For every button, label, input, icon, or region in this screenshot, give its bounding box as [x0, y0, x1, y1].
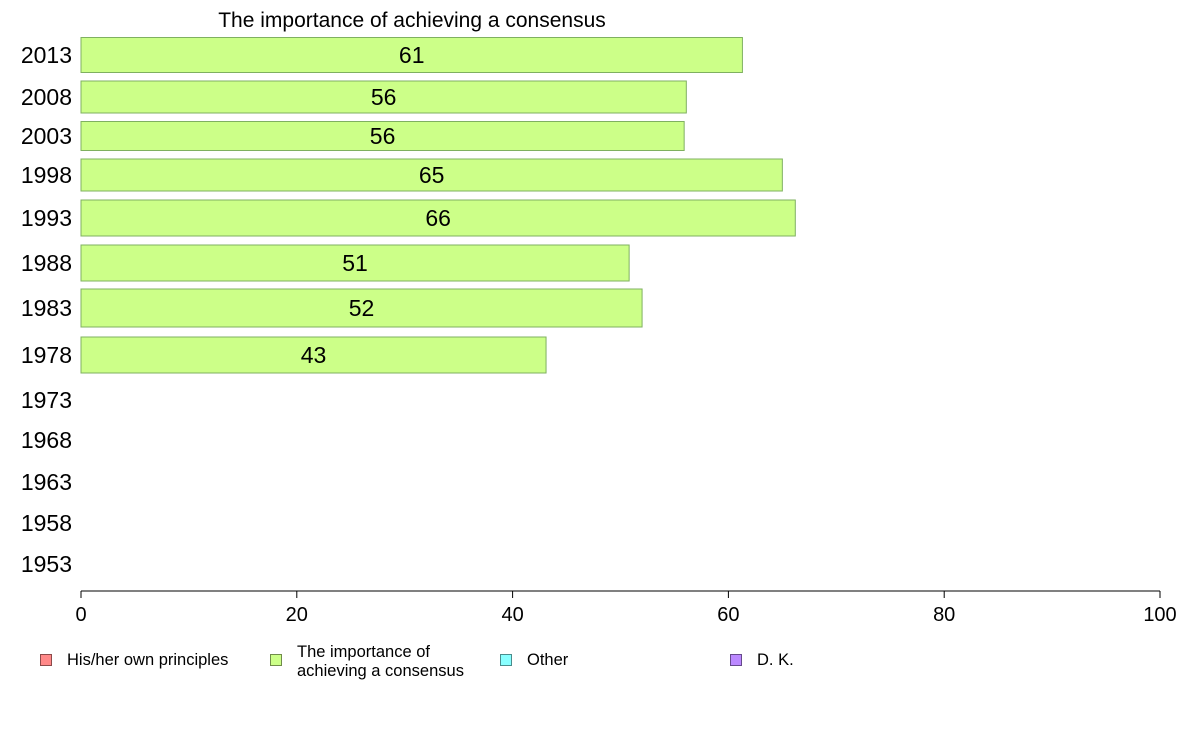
y-tick-label-1973: 1973 — [21, 387, 72, 413]
y-tick-label-1953: 1953 — [21, 551, 72, 577]
bar-value-label-2013: 61 — [399, 42, 425, 68]
legend-item-other: Other — [500, 641, 568, 670]
y-tick-label-1993: 1993 — [21, 205, 72, 231]
legend-label-dk: D. K. — [757, 651, 794, 669]
bar-value-label-1993: 66 — [425, 205, 451, 231]
x-tick-label-100: 100 — [1143, 604, 1176, 626]
legend-swatch-dk — [730, 654, 742, 666]
legend-item-consensus: The importance of achieving a consensus — [270, 641, 487, 681]
chart-title: The importance of achieving a consensus — [218, 9, 606, 32]
x-tick-label-40: 40 — [501, 604, 523, 626]
y-tick-label-1998: 1998 — [21, 162, 72, 188]
x-tick-label-20: 20 — [286, 604, 308, 626]
y-tick-label-2003: 2003 — [21, 123, 72, 149]
y-tick-label-1968: 1968 — [21, 427, 72, 453]
bar-value-label-1988: 51 — [342, 250, 368, 276]
bar-2013 — [80, 37, 743, 73]
legend-swatch-consensus — [270, 654, 282, 666]
bar-1978 — [80, 336, 547, 374]
legend-swatch-other — [500, 654, 512, 666]
legend-swatch-own-principles — [40, 654, 52, 666]
y-tick-label-1963: 1963 — [21, 469, 72, 495]
bar-1998 — [80, 158, 783, 192]
bar-2008 — [80, 80, 687, 114]
y-axis-labels: 2013 2008 2003 1998 1993 1988 1983 1978 1973 1968… — [21, 42, 72, 577]
x-tick-label-80: 80 — [933, 604, 955, 626]
legend-item-own-principles: His/her own principles — [40, 641, 228, 670]
x-tick-label-0: 0 — [75, 604, 86, 626]
bar-1993 — [80, 199, 796, 237]
legend-label-own-principles: His/her own principles — [67, 651, 229, 669]
y-tick-label-1988: 1988 — [21, 250, 72, 276]
y-tick-label-1958: 1958 — [21, 510, 72, 536]
legend: His/her own principles The importance of… — [0, 641, 1188, 691]
bar-value-label-1983: 52 — [349, 295, 375, 321]
y-tick-label-1978: 1978 — [21, 342, 72, 368]
legend-label-consensus: The importance of achieving a consensus — [297, 643, 464, 680]
bar-value-label-2003: 56 — [370, 123, 396, 149]
x-tick-label-60: 60 — [717, 604, 739, 626]
y-tick-label-2013: 2013 — [21, 42, 72, 68]
bar-chart: The importance of achieving a consensus … — [21, 9, 1177, 626]
bar-value-label-1998: 65 — [419, 162, 445, 188]
y-tick-label-1983: 1983 — [21, 295, 72, 321]
bar-1983 — [80, 288, 643, 328]
bar-value-label-2008: 56 — [371, 84, 397, 110]
legend-item-dk: D. K. — [730, 641, 794, 670]
y-tick-label-2008: 2008 — [21, 84, 72, 110]
bar-2003 — [80, 121, 685, 151]
bar-value-label-1978: 43 — [301, 342, 327, 368]
x-axis: 0 20 40 60 80 100 — [75, 590, 1177, 626]
legend-label-other: Other — [527, 651, 569, 669]
bar-1988 — [80, 244, 630, 282]
